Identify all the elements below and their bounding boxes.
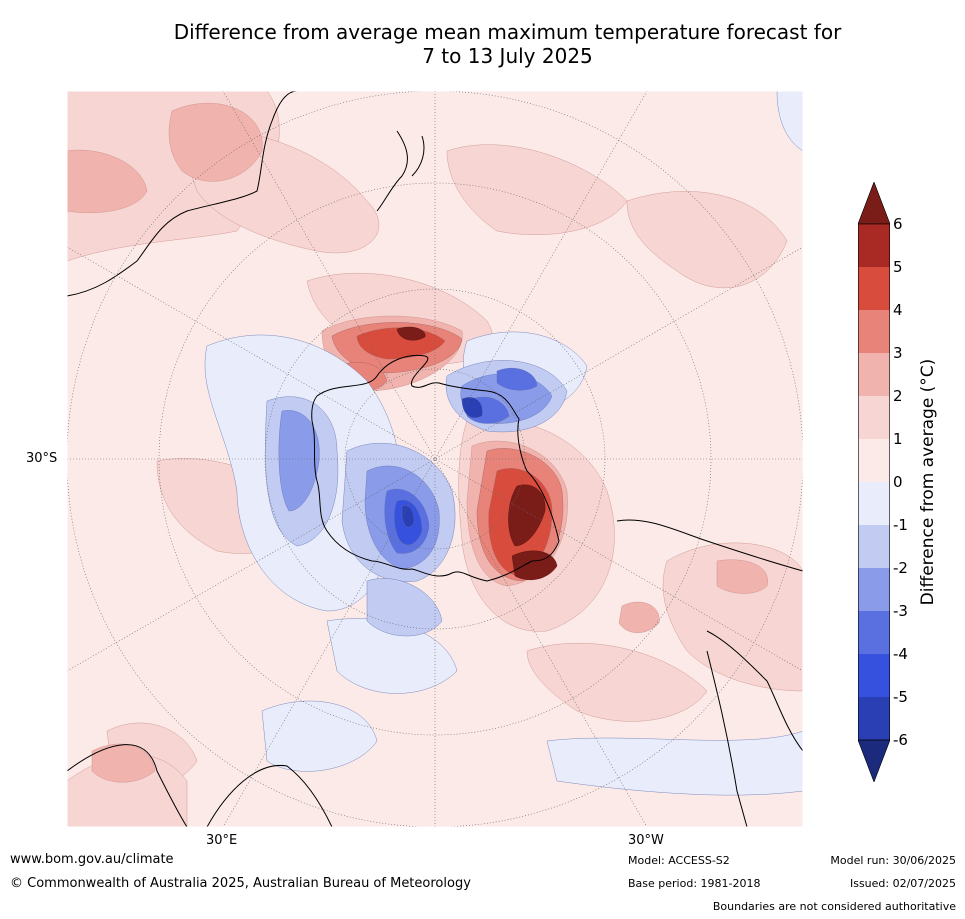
colorbar-tick-label: 5	[893, 258, 903, 276]
footer-copyright: © Commonwealth of Australia 2025, Austra…	[10, 876, 471, 891]
colorbar-tick-label: 6	[893, 215, 903, 233]
map-title: Difference from average mean maximum tem…	[60, 20, 955, 68]
new-zealand-outline	[376, 130, 425, 212]
antarctica-outline	[311, 354, 560, 582]
footer-issued: Issued: 02/07/2025	[849, 877, 956, 890]
colorbar-band	[858, 267, 890, 310]
footer-base-period: Base period: 1981-2018	[628, 877, 761, 890]
colorbar-band	[858, 396, 890, 439]
colorbar-band	[858, 439, 890, 482]
polar-map	[67, 91, 803, 827]
colorbar-tick-label: -4	[893, 645, 908, 663]
title-line-2: 7 to 13 July 2025	[422, 44, 593, 68]
colorbar-band	[858, 654, 890, 697]
colorbar-tick-label: 1	[893, 430, 903, 448]
title-line-1: Difference from average mean maximum tem…	[173, 20, 842, 44]
footer-website: www.bom.gov.au/climate	[10, 852, 174, 867]
colorbar-band	[858, 310, 890, 353]
lat-label-30s: 30°S	[26, 451, 58, 466]
colorbar-tick-label: 4	[893, 301, 903, 319]
colorbar-band	[858, 525, 890, 568]
colorbar-band	[858, 611, 890, 654]
africa-outline	[67, 744, 333, 827]
australia-outline	[67, 91, 767, 297]
colorbar-band	[858, 353, 890, 396]
lon-label-30e: 30°E	[206, 833, 238, 848]
colorbar-tick-label: -5	[893, 688, 908, 706]
lon-label-30w: 30°W	[628, 833, 664, 848]
colorbar-extend-top	[857, 181, 891, 225]
colorbar-extend-bottom	[857, 739, 891, 783]
colorbar-tick-label: -1	[893, 516, 908, 534]
footer-disclaimer: Boundaries are not considered authoritat…	[712, 900, 956, 913]
colorbar-tick-label: 3	[893, 344, 903, 362]
colorbar-tick-label: -2	[893, 559, 908, 577]
footer-model-run: Model run: 30/06/2025	[830, 854, 956, 867]
colorbar-title: Difference from average (°C)	[918, 358, 938, 606]
colorbar	[857, 181, 891, 783]
colorbar-band	[858, 482, 890, 525]
colorbar-band	[858, 568, 890, 611]
colorbar-band	[858, 697, 890, 740]
anomaly-minus-regions	[204, 91, 803, 796]
colorbar-tick-label: -3	[893, 602, 908, 620]
footer-model: Model: ACCESS-S2	[628, 854, 730, 867]
colorbar-tick-label: 2	[893, 387, 903, 405]
colorbar-band	[858, 224, 890, 267]
graticule	[67, 91, 803, 827]
colorbar-tick-label: -6	[893, 731, 908, 749]
south-america-outline	[616, 519, 803, 827]
colorbar-frame	[858, 223, 890, 741]
colorbar-tick-label: 0	[893, 473, 903, 491]
